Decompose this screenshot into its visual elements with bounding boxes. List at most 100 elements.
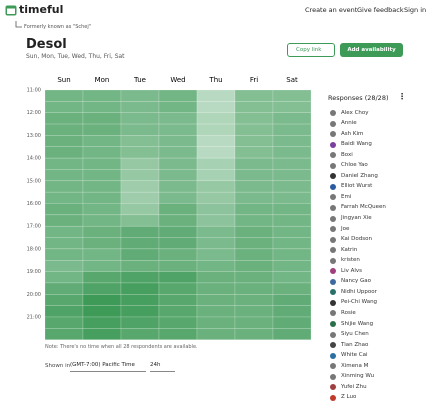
respondent-name[interactable]: Boxi — [341, 151, 353, 158]
respondent-name[interactable]: Chloe Yao — [341, 162, 368, 169]
availability-cell — [82, 305, 122, 318]
availability-cell — [44, 316, 84, 329]
availability-cell — [158, 169, 198, 182]
avatar — [330, 289, 336, 296]
timezone-select[interactable]: (GMT-7:00) Pacific Time — [70, 360, 146, 372]
availability-cell — [272, 260, 312, 272]
respondent-name[interactable]: Pei-Chi Wang — [341, 299, 378, 306]
logo-icon — [5, 5, 17, 16]
nav-link[interactable]: Sign in — [404, 6, 427, 14]
more-menu[interactable]: ⋮ — [398, 92, 406, 101]
respondent-name[interactable]: Xinming Wu — [341, 373, 375, 380]
availability-cell — [196, 203, 236, 216]
respondent-name[interactable]: Baidi Wang — [341, 141, 372, 148]
copy-link-button[interactable]: Copy link — [287, 43, 335, 57]
availability-cell — [196, 169, 236, 182]
availability-cell — [44, 271, 84, 284]
availability-cell — [44, 237, 84, 250]
respondent-name[interactable]: Shijie Wang — [341, 320, 374, 327]
respondent-name[interactable]: Siyu Chen — [341, 331, 369, 338]
avatar — [330, 194, 336, 201]
clock-value: 24h — [150, 362, 161, 368]
availability-cell — [82, 169, 122, 182]
availability-cell — [44, 123, 84, 136]
time-label: 21:00 — [27, 315, 41, 321]
availability-cell — [44, 135, 84, 147]
respondent-name[interactable]: Jingyan Xie — [341, 215, 372, 221]
availability-cell — [272, 157, 312, 170]
time-label: 17:00 — [27, 224, 41, 230]
time-label: 15:00 — [27, 178, 41, 184]
availability-cell — [158, 248, 198, 261]
avatar — [330, 183, 336, 190]
logo[interactable]: timeful — [19, 3, 64, 16]
availability-cell — [44, 328, 84, 340]
availability-cell — [234, 157, 274, 170]
respondent-name[interactable]: Katrin — [341, 246, 358, 253]
respondent-name[interactable]: Z Luo — [341, 394, 357, 401]
availability-cell — [272, 123, 312, 136]
availability-cell — [196, 135, 236, 147]
availability-cell — [120, 135, 160, 147]
respondent-name[interactable]: Elliot Wurst — [341, 183, 373, 190]
availability-cell — [120, 225, 160, 238]
respondent-name[interactable]: Nidhi Uppoor — [341, 288, 377, 295]
add-availability-button[interactable]: Add availability — [340, 43, 403, 57]
respondent-name[interactable]: Ximena M — [341, 362, 369, 369]
availability-cell — [272, 112, 312, 125]
avatar — [330, 373, 336, 380]
availability-cell — [44, 180, 84, 193]
avatar — [330, 394, 336, 401]
availability-cell — [44, 146, 84, 159]
time-label: 13:00 — [27, 133, 41, 139]
respondent-name[interactable]: Emi — [341, 193, 352, 200]
availability-cell — [272, 214, 312, 227]
respondent-name[interactable]: kristen — [341, 257, 360, 264]
availability-cell — [120, 123, 160, 136]
respondent-name[interactable]: Tian Zhao — [341, 341, 369, 348]
avatar — [330, 236, 336, 243]
availability-cell — [82, 112, 122, 125]
respondent-name[interactable]: Yufei Zhu — [341, 383, 367, 390]
availability-cell — [234, 214, 274, 227]
availability-cell — [272, 180, 312, 193]
day-label: Sat — [286, 76, 298, 84]
availability-cell — [120, 328, 160, 340]
nav-link[interactable]: Give feedback — [357, 6, 404, 14]
clock-select[interactable]: 24h — [150, 360, 175, 372]
availability-cell — [158, 225, 198, 238]
time-label: 16:00 — [27, 201, 41, 207]
availability-cell — [158, 305, 198, 318]
availability-cell — [196, 123, 236, 136]
availability-cell — [82, 260, 122, 272]
respondent-name[interactable]: White Cai — [341, 352, 368, 359]
respondent-name[interactable]: Daniel Zhang — [341, 172, 378, 179]
former-name: Formerly known as "Schej" — [24, 24, 92, 30]
availability-cell — [196, 112, 236, 125]
day-label: Wed — [170, 76, 185, 84]
respondent-name[interactable]: Joe — [341, 225, 350, 232]
availability-cell — [272, 225, 312, 238]
respondent-name[interactable]: Annie — [341, 120, 357, 127]
availability-cell — [272, 328, 312, 340]
availability-cell — [44, 260, 84, 272]
availability-cell — [120, 214, 160, 227]
availability-cell — [158, 123, 198, 136]
respondent-name[interactable]: Nancy Gao — [341, 278, 371, 285]
avatar — [330, 120, 336, 127]
availability-cell — [44, 305, 84, 318]
time-label: 12:00 — [27, 110, 41, 116]
note: Note: There's no time when all 28 respon… — [45, 344, 198, 350]
respondent-name[interactable]: Kai Dodson — [341, 236, 372, 243]
avatar — [330, 110, 336, 116]
availability-cell — [82, 214, 122, 227]
respondent-name[interactable]: Ash Kim — [341, 130, 364, 137]
respondent-name[interactable]: Alex Choy — [341, 109, 369, 116]
availability-cell — [272, 146, 312, 159]
nav-link[interactable]: Create an event — [305, 6, 358, 14]
respondent-name[interactable]: Farrah McQueen — [341, 204, 386, 211]
time-label: 20:00 — [27, 292, 41, 298]
respondent-name[interactable]: Rosie — [341, 309, 356, 316]
respondent-name[interactable]: Liv Alvs — [341, 267, 363, 274]
